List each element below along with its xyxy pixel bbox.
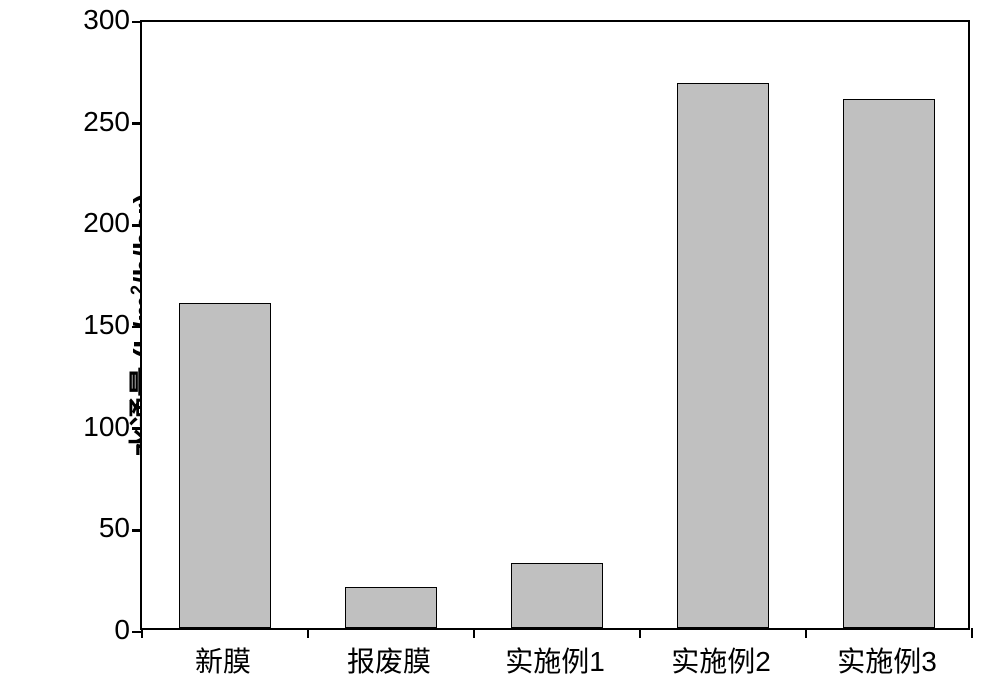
y-tick <box>132 326 142 329</box>
x-tick-label: 实施例1 <box>505 640 605 680</box>
y-tick-label: 50 <box>99 512 130 544</box>
y-tick <box>132 122 142 125</box>
x-tick-label: 实施例2 <box>671 640 771 680</box>
plot-area <box>140 20 970 630</box>
bar <box>179 303 270 628</box>
chart-container: 水通量 (L/m2/h/bar) 050100150200250300新膜报废膜… <box>0 0 1000 695</box>
bar <box>345 587 436 628</box>
y-tick <box>132 529 142 532</box>
x-tick-label: 新膜 <box>195 640 251 680</box>
y-tick-label: 250 <box>83 106 130 138</box>
y-tick <box>132 427 142 430</box>
y-tick-label: 300 <box>83 4 130 36</box>
x-tick <box>805 628 808 638</box>
x-tick <box>639 628 642 638</box>
y-tick-label: 150 <box>83 309 130 341</box>
x-tick <box>307 628 310 638</box>
y-tick <box>132 21 142 24</box>
x-tick-label: 实施例3 <box>837 640 937 680</box>
y-tick-label: 100 <box>83 411 130 443</box>
x-tick-label: 报废膜 <box>347 640 431 680</box>
x-tick <box>473 628 476 638</box>
y-tick-label: 200 <box>83 207 130 239</box>
x-tick <box>971 628 974 638</box>
bar <box>843 99 934 628</box>
y-tick <box>132 224 142 227</box>
bar <box>511 563 602 628</box>
bar <box>677 83 768 628</box>
x-tick <box>141 628 144 638</box>
y-tick-label: 0 <box>114 614 130 646</box>
